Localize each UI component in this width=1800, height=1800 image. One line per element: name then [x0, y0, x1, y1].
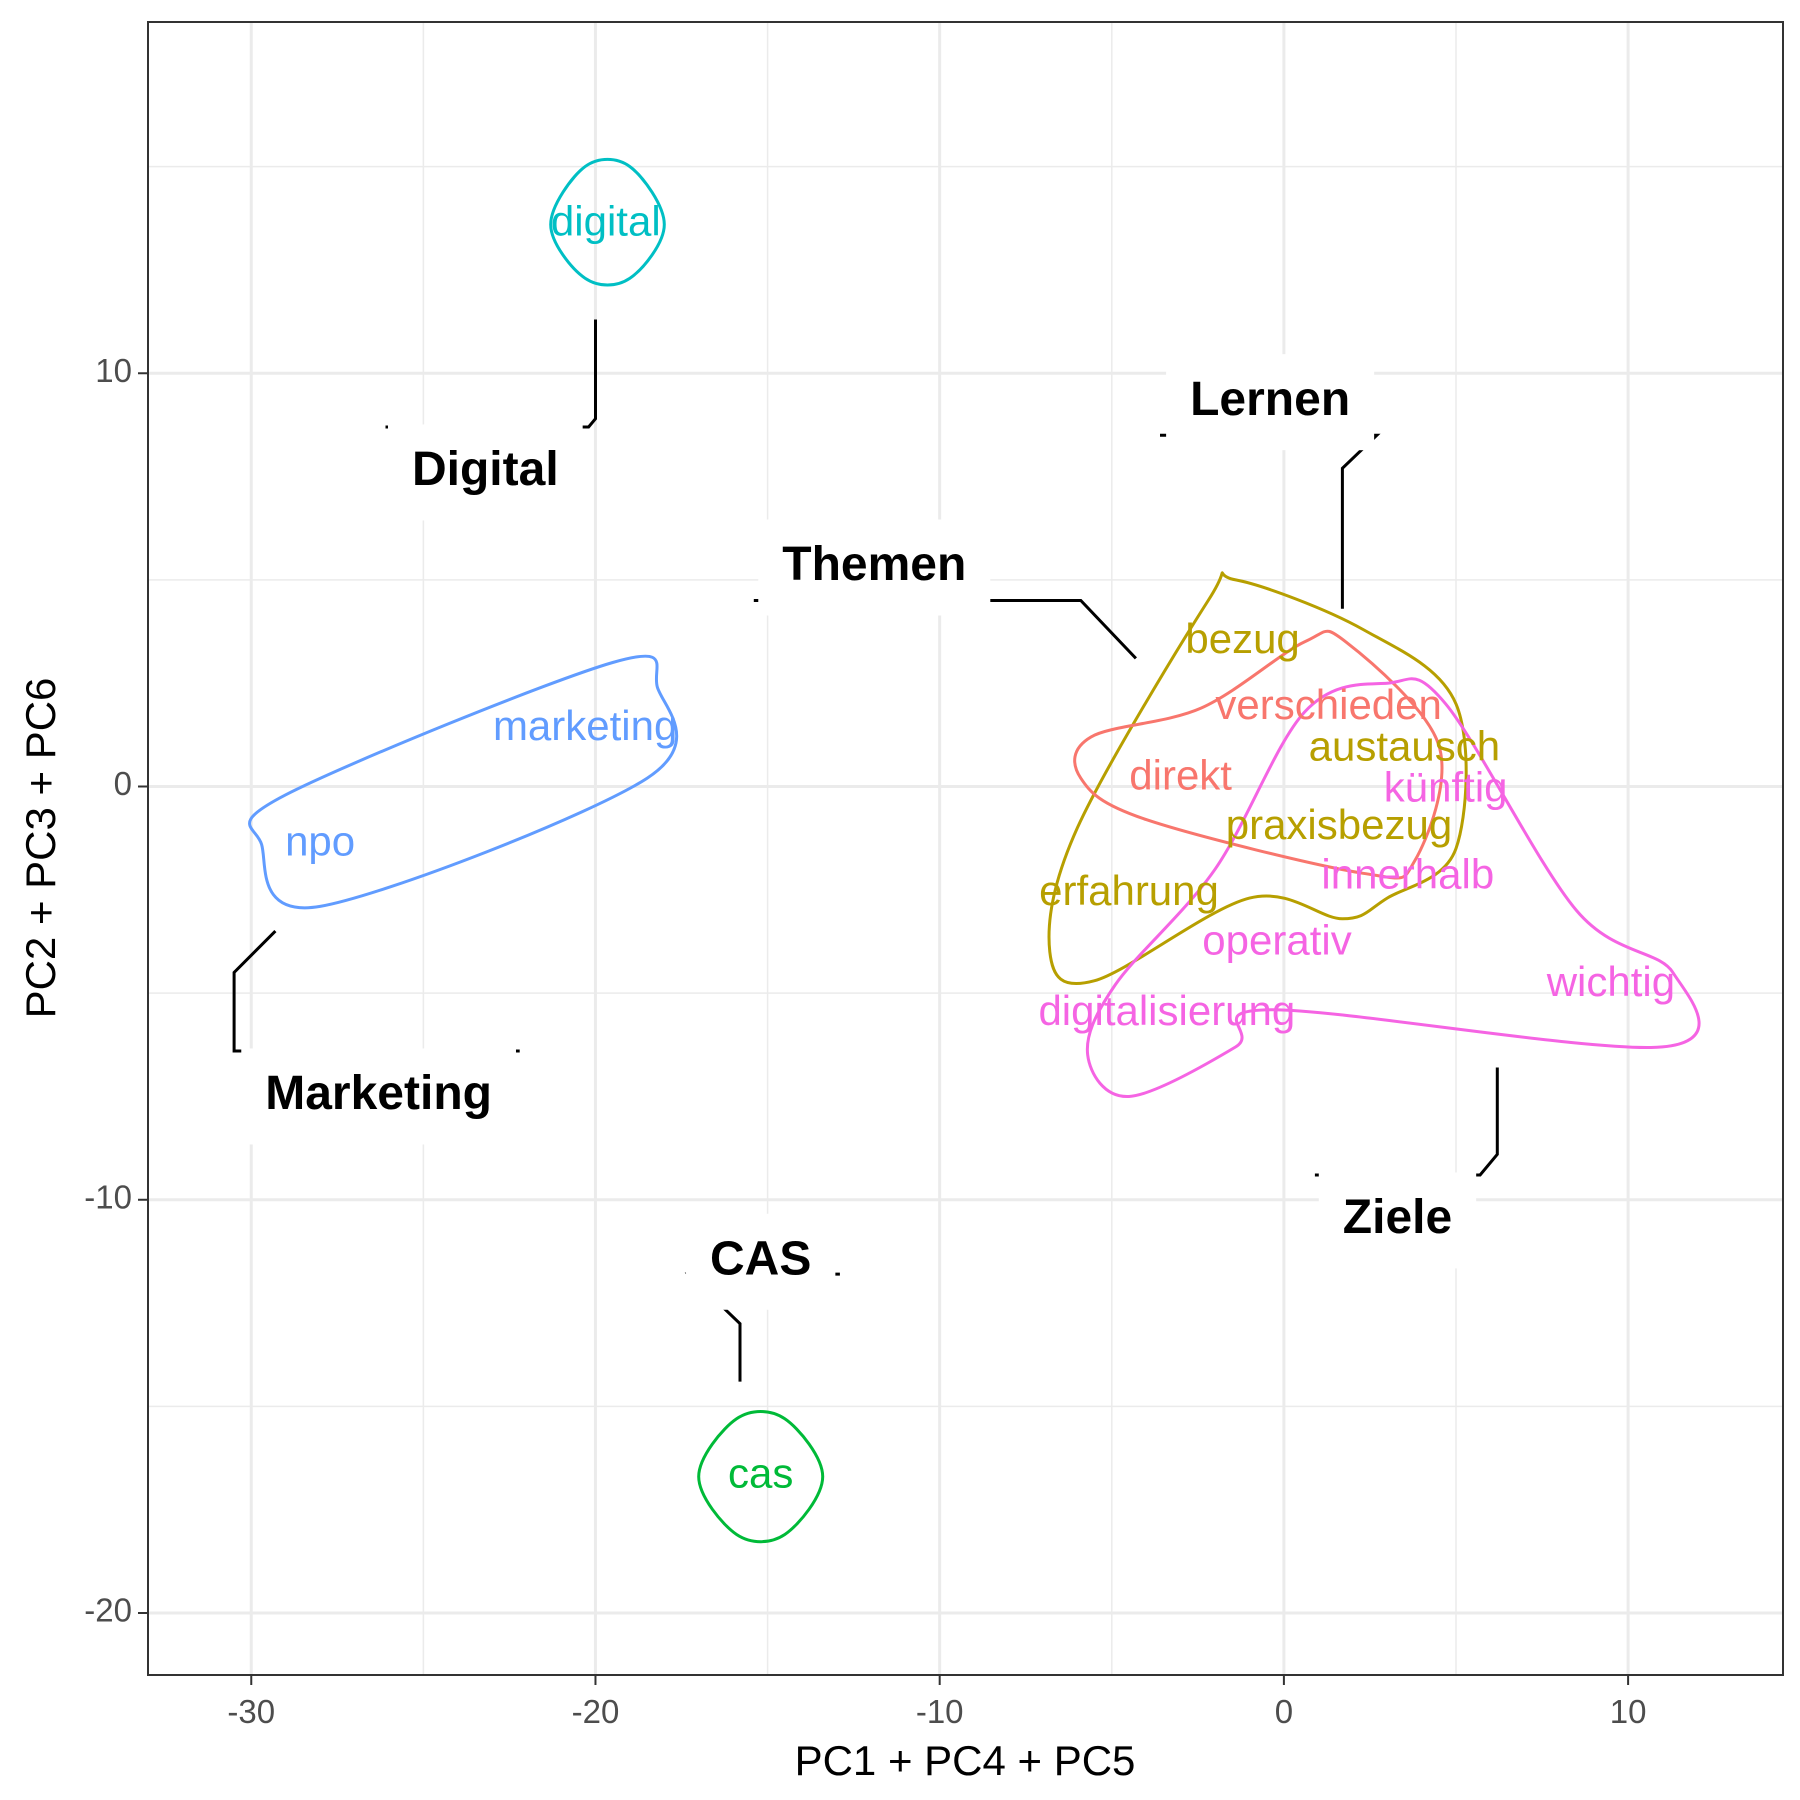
word-austausch: austausch: [1309, 722, 1500, 769]
grid-major: [148, 22, 1783, 1675]
word-cas: cas: [728, 1450, 793, 1497]
group-label-lernen: Lernen: [1190, 373, 1350, 426]
word-wichtig: wichtig: [1546, 958, 1675, 1005]
word-marketing: marketing: [493, 702, 677, 749]
group-label-bg-cas: [686, 1213, 836, 1310]
label-backgrounds: [241, 354, 1477, 1310]
y-tick-label: -10: [84, 1178, 132, 1215]
word-npo: npo: [285, 817, 355, 864]
word-bezug: bezug: [1185, 615, 1299, 662]
group-label-bg-themen: [758, 519, 991, 616]
hull-marketing: [248, 654, 679, 910]
y-tick-label: 0: [114, 765, 132, 802]
cluster-hulls: [248, 157, 1701, 1544]
hull-themen: [1073, 629, 1444, 880]
x-axis-ticks: -30 -20 -10 0 10: [227, 1675, 1646, 1730]
x-tick-label: 0: [1275, 1693, 1293, 1730]
group-label-marketing: Marketing: [265, 1067, 492, 1120]
group-label-bg-digital: [387, 424, 583, 521]
word-operativ: operativ: [1202, 917, 1351, 964]
x-axis-title: PC1 + PC4 + PC5: [795, 1737, 1136, 1784]
group-labels: Digital Lernen Themen Marketing Ziele CAS: [265, 373, 1452, 1286]
group-label-bg-lernen: [1166, 354, 1375, 451]
x-tick-label: 10: [1610, 1693, 1647, 1730]
hull-cas: [697, 1410, 825, 1544]
group-label-bg-marketing: [241, 1048, 516, 1145]
group-label-cas: CAS: [710, 1232, 811, 1285]
y-tick-label: 10: [95, 352, 132, 389]
group-label-digital: Digital: [412, 443, 559, 496]
word-innerhalb: innerhalb: [1321, 851, 1494, 898]
hull-lernen: [1047, 571, 1468, 986]
panel-border: [147, 21, 1784, 1676]
word-künftig: künftig: [1384, 764, 1508, 811]
group-label-ziele: Ziele: [1343, 1191, 1452, 1244]
group-label-themen: Themen: [782, 538, 966, 591]
hull-ziele: [1085, 677, 1701, 1099]
word-direkt: direkt: [1129, 751, 1232, 798]
word-digital: digital: [551, 198, 661, 245]
x-tick-label: -20: [572, 1693, 620, 1730]
y-tick-label: -20: [84, 1592, 132, 1629]
word-points: digital marketing npo cas bezug austausch prax…: [285, 198, 1675, 1497]
y-axis-title: PC2 + PC3 + PC6: [17, 678, 64, 1019]
grid-minor: [148, 22, 1783, 1675]
word-erfahrung: erfahrung: [1039, 867, 1219, 914]
x-tick-label: -10: [916, 1693, 964, 1730]
group-label-bg-ziele: [1318, 1172, 1477, 1269]
panel-background: [148, 22, 1783, 1675]
word-praxisbezug: praxisbezug: [1226, 801, 1452, 848]
x-tick-label: -30: [227, 1693, 275, 1730]
hull-digital: [549, 157, 666, 287]
word-digitalisierung: digitalisierung: [1038, 987, 1295, 1034]
y-axis-ticks: 10 0 -10 -20: [84, 352, 148, 1629]
word-verschieden: verschieden: [1215, 681, 1441, 728]
